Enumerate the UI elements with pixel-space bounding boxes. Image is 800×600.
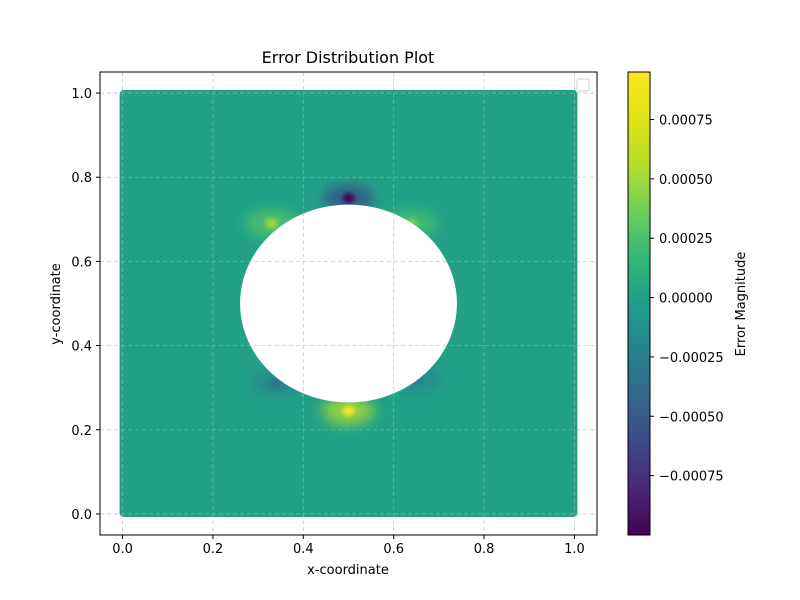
x-tick-label-1: 0.2: [203, 542, 224, 557]
plot-frame: [99, 71, 598, 536]
legend-box: [576, 78, 590, 92]
x-tick-label-4: 0.8: [474, 542, 495, 557]
colorbar-ticks: 0.00075 0.00050 0.00025 0.00000 −0.00025 −0.0…: [650, 113, 724, 485]
x-tick-label-2: 0.4: [293, 542, 314, 557]
x-tick-label-5: 1.0: [564, 542, 585, 557]
y-tick-label-5: 1.0: [71, 87, 92, 102]
colorbar-tick-label-3: 0.00000: [659, 292, 713, 307]
colorbar-tick-label-0: 0.00075: [659, 113, 713, 128]
y-tick-label-2: 0.4: [71, 340, 92, 355]
hotspot-2: [265, 218, 278, 229]
y-tick-label-4: 0.8: [71, 171, 92, 186]
plot-area: 0.0 0.2 0.4 0.6 0.8 1.0 0.0 0.2 0.4 0.6 0.8 1.0: [71, 71, 598, 557]
colorbar-tick-label-5: −0.00050: [659, 410, 724, 425]
hole: [240, 204, 457, 403]
colorbar-tick-label-6: −0.00075: [659, 470, 724, 485]
chart-title: Error Distribution Plot: [262, 48, 435, 67]
colorbar-tick-label-2: 0.00025: [659, 232, 713, 247]
grid: [100, 72, 597, 535]
hotspot-0: [342, 193, 355, 204]
x-tick-label-0: 0.0: [112, 542, 133, 557]
colorbar-label: Error Magnitude: [734, 252, 749, 357]
y-tick-label-1: 0.2: [71, 424, 92, 439]
error-field: [119, 90, 578, 517]
y-tick-label-0: 0.0: [71, 508, 92, 523]
colorbar-gradient: [627, 71, 651, 536]
axis-ticks: 0.0 0.2 0.4 0.6 0.8 1.0 0.0 0.2 0.4 0.6 0.8 1.0: [71, 87, 584, 557]
x-axis-label: x-coordinate: [307, 563, 389, 578]
colorbar-tick-label-1: 0.00050: [659, 173, 713, 188]
colorbar-tick-label-4: −0.00025: [659, 351, 724, 366]
hotspot-4: [270, 378, 283, 389]
x-tick-label-3: 0.6: [383, 542, 404, 557]
y-axis-label: y-coordinate: [49, 263, 64, 345]
y-tick-label-3: 0.6: [71, 255, 92, 270]
colorbar: 0.00075 0.00050 0.00025 0.00000 −0.00025 −0.0…: [627, 71, 749, 536]
hotspot-1: [342, 405, 355, 416]
